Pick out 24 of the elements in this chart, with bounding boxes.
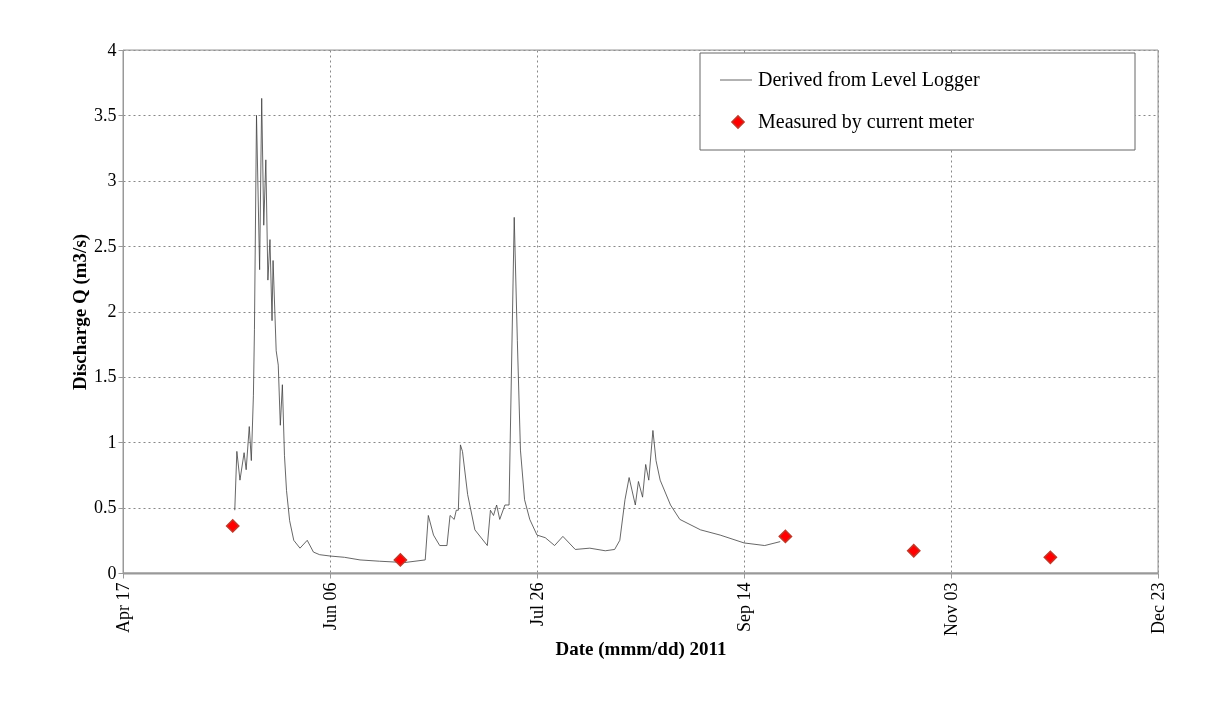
y-tick-label: 3 [107,170,117,191]
y-tick-label: 1 [107,431,117,452]
point [906,543,921,558]
x-tick-label: Jul 26 [526,582,547,627]
y-tick-label: 1.5 [94,366,117,387]
x-tick-label: Apr 17 [112,582,133,633]
y-tick-label: 2.5 [94,235,117,256]
y-tick-label: 4 [107,39,117,60]
point [225,519,240,533]
point [393,553,408,567]
x-tick-label: Nov 03 [940,582,961,636]
y-tick-label: 3.5 [94,104,117,125]
x-tick-label: Dec 23 [1147,582,1168,634]
point [1043,550,1058,565]
point [778,529,793,544]
legend-label: Derived from Level Logger [758,68,980,91]
y-axis-title: Discharge Q (m3/s) [69,233,91,391]
y-tick-label: 2 [107,301,117,321]
legend-label: Measured by current meter [758,110,975,133]
x-axis-title: Date (mmm/dd) 2011 [555,638,727,660]
y-tick-label: 0.5 [94,497,117,518]
x-tick-label: Jun 06 [319,582,340,631]
x-tick-label: Sep 14 [733,582,754,632]
y-tick-label: 0 [107,562,117,583]
